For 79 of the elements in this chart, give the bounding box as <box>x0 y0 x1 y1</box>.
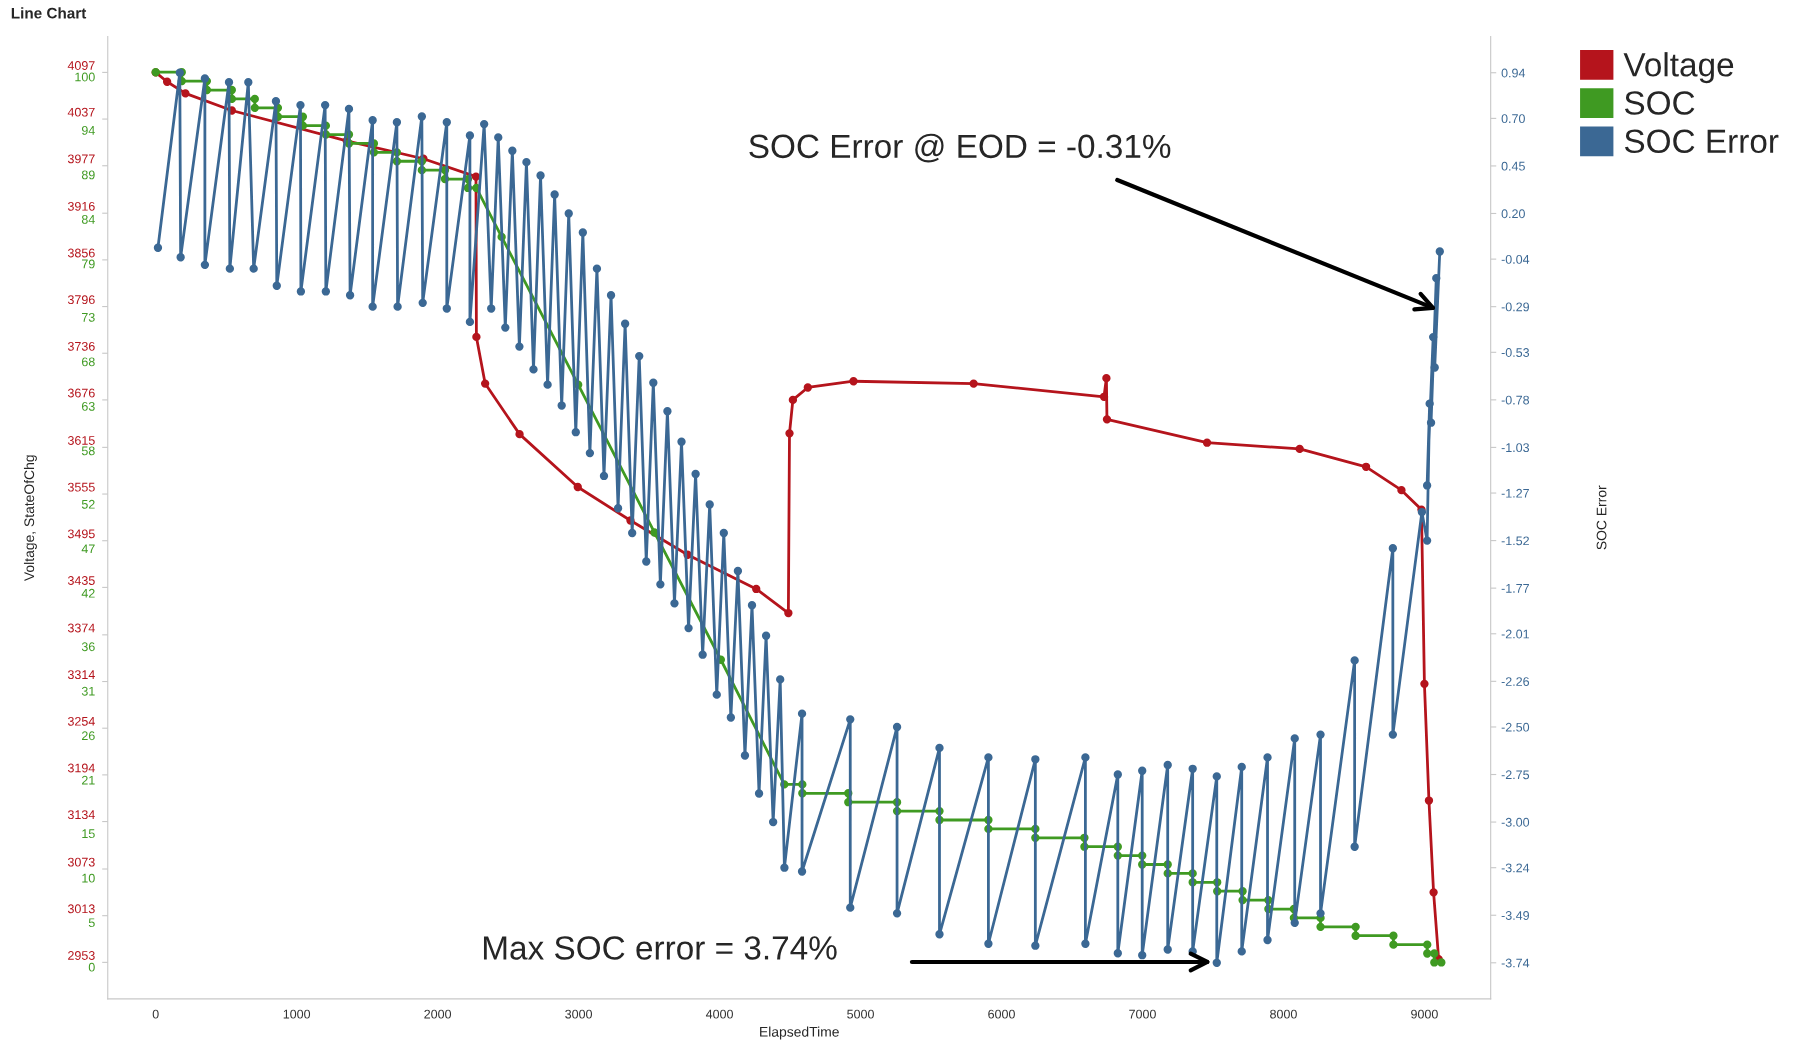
y-tick-label: 3856 <box>67 248 95 258</box>
y2-tick-label: -1.03 <box>1501 443 1530 453</box>
y-axis-title: Voltage, StateOfChg <box>23 455 37 582</box>
y2-axis-title: SOC Error <box>1596 485 1607 550</box>
y-tick-label: 3194 <box>67 763 95 773</box>
y3-tick-label: 31 <box>81 686 95 696</box>
y3-tick-label: 15 <box>82 829 95 839</box>
y2-tick-label: -0.04 <box>1501 254 1530 264</box>
y3-tick-label: 89 <box>81 170 95 180</box>
legend-label: SOC <box>1624 91 1695 115</box>
y2-tick-label: -1.52 <box>1501 536 1529 546</box>
y-tick-label: 3615 <box>67 436 95 445</box>
y-tick-label: 3134 <box>67 810 95 820</box>
y3-tick-label: 42 <box>81 588 95 598</box>
y3-tick-label: 84 <box>81 214 95 224</box>
y-tick-label: 3977 <box>67 154 95 164</box>
y2-tick-label: 0.45 <box>1501 161 1525 171</box>
y3-tick-label: 63 <box>81 401 95 411</box>
y3-tick-label: 0 <box>88 962 95 972</box>
y-tick-label: 3073 <box>67 857 95 867</box>
x-axis-title: ElapsedTime <box>760 1026 839 1040</box>
y3-tick-label: 100 <box>75 72 95 82</box>
y3-tick-label: 68 <box>81 357 95 367</box>
y2-tick-label: 0.20 <box>1501 209 1525 219</box>
y3-tick-label: 5 <box>88 918 95 928</box>
y2-tick-label: -3.74 <box>1501 958 1530 968</box>
y-tick-label: 3676 <box>67 388 95 398</box>
y-tick-label: 3013 <box>67 904 95 914</box>
y2-tick-label: -3.00 <box>1501 817 1530 827</box>
chart-title: Line Chart <box>11 7 87 19</box>
y-tick-label: 3374 <box>67 623 95 633</box>
y2-tick-label: 0.94 <box>1501 68 1526 78</box>
y-tick-label: 4097 <box>67 61 95 70</box>
x-tick-label: 2000 <box>424 1009 452 1019</box>
y2-tick-label: -2.75 <box>1501 770 1530 780</box>
y2-tick-label: -1.27 <box>1501 488 1529 498</box>
x-tick-label: 1000 <box>283 1009 311 1019</box>
y2-tick-label: -2.01 <box>1501 629 1529 639</box>
y-tick-label: 3555 <box>67 482 95 492</box>
y2-tick-label: -0.29 <box>1501 302 1529 312</box>
x-tick-label: 4000 <box>705 1009 733 1019</box>
y2-tick-label: -2.26 <box>1501 677 1530 686</box>
y3-tick-label: 79 <box>82 259 95 269</box>
annotation: SOC Error @ EOD = -0.31% <box>749 133 1171 163</box>
y2-tick-label: -2.50 <box>1501 722 1530 732</box>
y2-tick-label: 0.70 <box>1501 114 1525 124</box>
y2-tick-label: -0.78 <box>1501 395 1530 405</box>
y3-tick-label: 10 <box>82 873 95 883</box>
y3-tick-label: 58 <box>81 446 95 456</box>
x-tick-label: 0 <box>152 1009 159 1019</box>
legend-label: Voltage <box>1623 52 1734 84</box>
y2-tick-label: -3.24 <box>1501 863 1530 873</box>
y-tick-label: 3796 <box>67 295 95 305</box>
y-tick-label: 3254 <box>67 716 95 726</box>
y3-tick-label: 47 <box>81 544 95 554</box>
x-tick-label: 5000 <box>847 1009 874 1019</box>
y3-tick-label: 21 <box>81 775 95 785</box>
y-tick-label: 3736 <box>67 341 95 351</box>
y-tick-label: 3314 <box>67 670 95 680</box>
y-tick-label: 3916 <box>67 201 95 211</box>
y3-tick-label: 94 <box>81 125 95 135</box>
y-tick-label: 4037 <box>67 107 95 117</box>
x-tick-label: 9000 <box>1411 1009 1438 1019</box>
y-tick-label: 3495 <box>67 529 95 539</box>
y3-tick-label: 36 <box>81 642 95 652</box>
y3-tick-label: 52 <box>81 499 95 509</box>
x-tick-label: 7000 <box>1129 1009 1156 1019</box>
x-tick-label: 8000 <box>1270 1009 1297 1019</box>
y-tick-label: 2953 <box>68 951 95 960</box>
y3-tick-label: 26 <box>81 731 95 741</box>
x-tick-label: 6000 <box>988 1009 1015 1019</box>
y2-tick-label: -1.77 <box>1501 584 1529 593</box>
legend-label: SOC Error <box>1624 129 1779 154</box>
y-tick-label: 3435 <box>67 576 95 585</box>
y2-tick-label: -0.53 <box>1501 348 1530 357</box>
y3-tick-label: 73 <box>82 312 95 322</box>
y2-tick-label: -3.49 <box>1501 911 1529 920</box>
annotation: Max SOC error = 3.74% <box>483 936 837 960</box>
x-tick-label: 3000 <box>565 1009 593 1019</box>
